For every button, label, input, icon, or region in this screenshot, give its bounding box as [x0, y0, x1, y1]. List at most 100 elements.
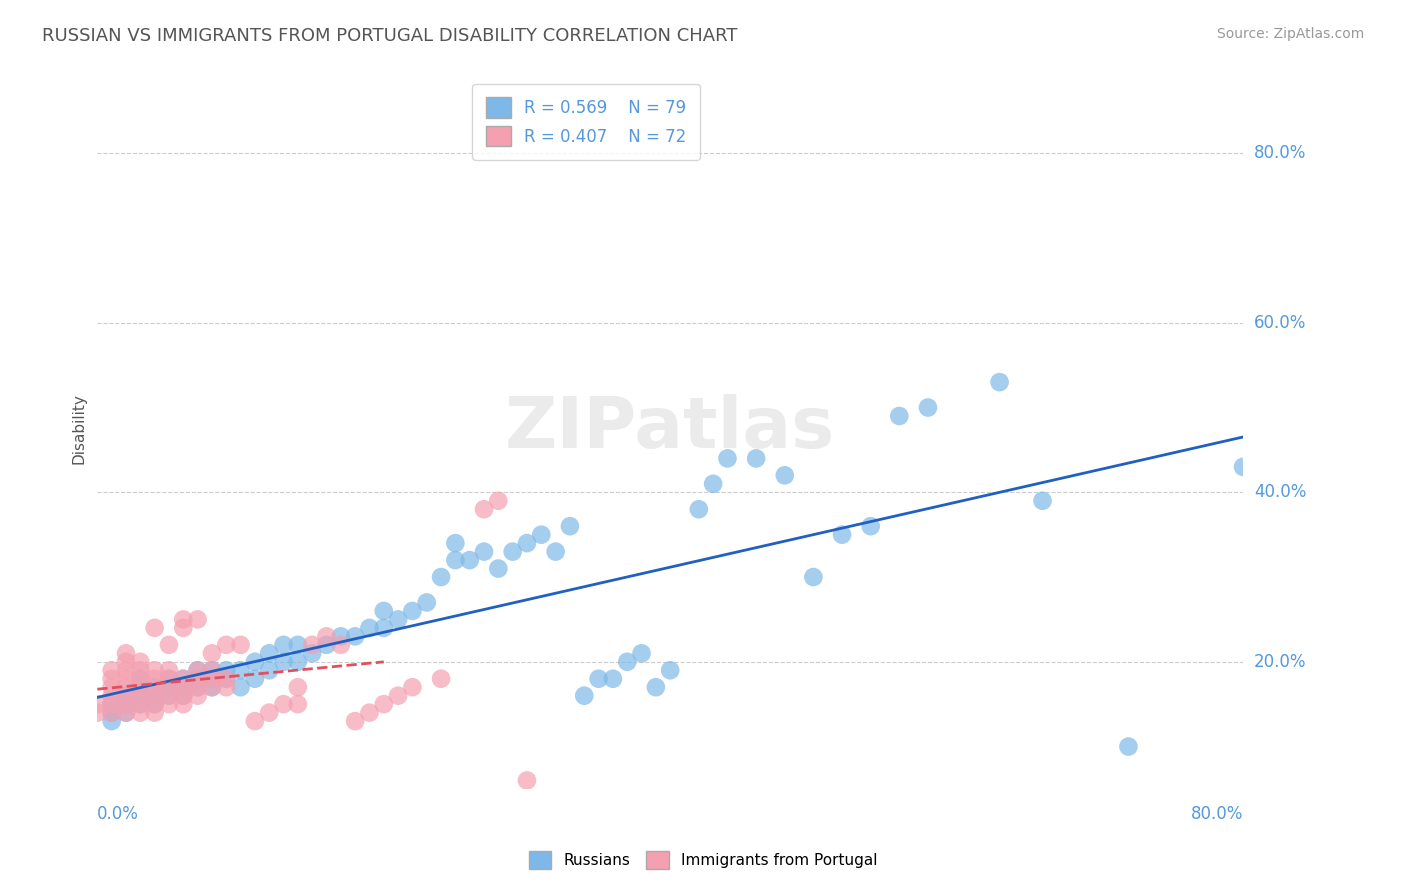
- Point: [115, 697, 138, 711]
- Point: [187, 689, 209, 703]
- Point: [315, 629, 337, 643]
- Point: [129, 672, 152, 686]
- Point: [172, 621, 194, 635]
- Legend: R = 0.569    N = 79, R = 0.407    N = 72: R = 0.569 N = 79, R = 0.407 N = 72: [472, 84, 700, 160]
- Point: [273, 697, 295, 711]
- Point: [86, 706, 108, 720]
- Point: [201, 680, 224, 694]
- Point: [115, 680, 138, 694]
- Point: [143, 621, 166, 635]
- Point: [157, 672, 180, 686]
- Point: [359, 621, 381, 635]
- Point: [187, 612, 209, 626]
- Point: [129, 706, 152, 720]
- Point: [143, 697, 166, 711]
- Point: [301, 638, 323, 652]
- Point: [344, 629, 367, 643]
- Point: [100, 689, 122, 703]
- Point: [115, 672, 138, 686]
- Point: [659, 663, 682, 677]
- Point: [273, 655, 295, 669]
- Point: [401, 604, 423, 618]
- Point: [301, 646, 323, 660]
- Point: [516, 536, 538, 550]
- Point: [157, 689, 180, 703]
- Point: [129, 672, 152, 686]
- Point: [1031, 493, 1053, 508]
- Point: [215, 672, 238, 686]
- Point: [273, 638, 295, 652]
- Point: [344, 714, 367, 728]
- Point: [387, 689, 409, 703]
- Point: [187, 663, 209, 677]
- Text: ZIPatlas: ZIPatlas: [505, 394, 835, 463]
- Point: [143, 706, 166, 720]
- Point: [143, 697, 166, 711]
- Point: [444, 553, 467, 567]
- Point: [115, 655, 138, 669]
- Point: [644, 680, 666, 694]
- Point: [287, 680, 309, 694]
- Point: [172, 689, 194, 703]
- Point: [558, 519, 581, 533]
- Point: [129, 680, 152, 694]
- Point: [387, 612, 409, 626]
- Point: [287, 697, 309, 711]
- Point: [373, 621, 395, 635]
- Point: [172, 680, 194, 694]
- Point: [157, 689, 180, 703]
- Point: [257, 646, 280, 660]
- Point: [229, 638, 252, 652]
- Point: [201, 672, 224, 686]
- Point: [172, 689, 194, 703]
- Point: [129, 680, 152, 694]
- Point: [574, 689, 596, 703]
- Point: [430, 570, 453, 584]
- Point: [157, 663, 180, 677]
- Point: [157, 680, 180, 694]
- Point: [115, 689, 138, 703]
- Point: [129, 697, 152, 711]
- Point: [201, 672, 224, 686]
- Point: [373, 604, 395, 618]
- Point: [201, 646, 224, 660]
- Point: [187, 680, 209, 694]
- Text: 80.0%: 80.0%: [1254, 145, 1306, 162]
- Point: [430, 672, 453, 686]
- Point: [172, 680, 194, 694]
- Point: [172, 672, 194, 686]
- Point: [630, 646, 652, 660]
- Point: [257, 706, 280, 720]
- Point: [329, 629, 352, 643]
- Text: 0.0%: 0.0%: [97, 805, 139, 823]
- Point: [157, 638, 180, 652]
- Text: Source: ZipAtlas.com: Source: ZipAtlas.com: [1216, 27, 1364, 41]
- Point: [129, 697, 152, 711]
- Point: [988, 375, 1011, 389]
- Text: 40.0%: 40.0%: [1254, 483, 1306, 501]
- Point: [201, 680, 224, 694]
- Point: [502, 544, 524, 558]
- Legend: Russians, Immigrants from Portugal: Russians, Immigrants from Portugal: [523, 845, 883, 875]
- Point: [215, 680, 238, 694]
- Point: [229, 680, 252, 694]
- Point: [702, 476, 724, 491]
- Point: [472, 502, 495, 516]
- Point: [100, 672, 122, 686]
- Point: [1232, 459, 1254, 474]
- Point: [287, 638, 309, 652]
- Point: [616, 655, 638, 669]
- Point: [100, 680, 122, 694]
- Point: [243, 655, 266, 669]
- Point: [215, 663, 238, 677]
- Text: 60.0%: 60.0%: [1254, 314, 1306, 332]
- Point: [215, 638, 238, 652]
- Point: [187, 672, 209, 686]
- Point: [157, 697, 180, 711]
- Point: [544, 544, 567, 558]
- Point: [187, 680, 209, 694]
- Point: [287, 655, 309, 669]
- Point: [86, 697, 108, 711]
- Point: [157, 672, 180, 686]
- Text: 20.0%: 20.0%: [1254, 653, 1306, 671]
